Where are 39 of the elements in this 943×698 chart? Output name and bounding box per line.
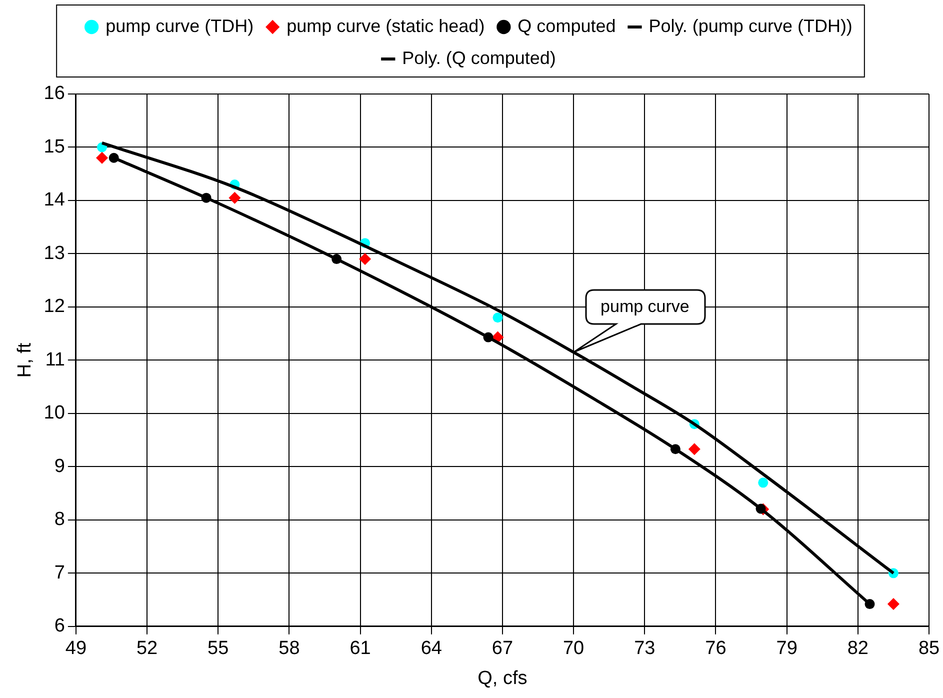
y-tick-label: 10 xyxy=(44,402,65,424)
annotation: pump curve xyxy=(600,297,690,318)
x-tick-label: 55 xyxy=(208,638,229,660)
legend-label: Poly. (Q computed) xyxy=(402,48,556,68)
x-tick-label: 85 xyxy=(918,638,940,660)
legend-label: pump curve (static head) xyxy=(286,16,485,36)
legend-label: pump curve (TDH) xyxy=(106,16,254,36)
y-tick-label: 15 xyxy=(44,136,65,158)
y-tick-label: 14 xyxy=(44,190,66,211)
x-tick-label: 52 xyxy=(136,638,158,660)
point xyxy=(887,598,900,610)
x-tick-label: 82 xyxy=(847,638,868,660)
x-tick-label: 67 xyxy=(492,638,514,660)
x-tick-label: 64 xyxy=(420,638,442,660)
legend-label: Q computed xyxy=(518,16,616,36)
x-axis-title: Q, cfs xyxy=(478,668,528,689)
x-tick-label: 61 xyxy=(350,638,371,660)
y-axis-title: H, ft xyxy=(14,342,36,378)
y-tick-label: 6 xyxy=(54,616,65,637)
point xyxy=(228,192,241,204)
x-tick-label: 79 xyxy=(776,638,798,660)
point xyxy=(688,443,700,456)
legend-label: Poly. (pump curve (TDH)) xyxy=(648,16,852,36)
x-tick-label: 76 xyxy=(705,638,726,660)
x-tick-label: 70 xyxy=(562,638,584,660)
y-tick-label: 16 xyxy=(44,83,65,104)
y-tick-label: 9 xyxy=(54,456,65,477)
x-tick-label: 49 xyxy=(65,638,87,660)
y-tick-label: 12 xyxy=(44,296,65,318)
point xyxy=(359,253,372,266)
y-tick-label: 7 xyxy=(54,562,65,584)
point xyxy=(758,478,768,488)
y-tick-label: 8 xyxy=(54,509,65,530)
y-tick-label: 13 xyxy=(44,242,65,264)
y-tick-label: 11 xyxy=(45,349,65,370)
point xyxy=(96,152,108,164)
x-tick-label: 58 xyxy=(278,638,300,660)
point xyxy=(492,312,503,323)
x-tick-label: 73 xyxy=(634,638,656,660)
